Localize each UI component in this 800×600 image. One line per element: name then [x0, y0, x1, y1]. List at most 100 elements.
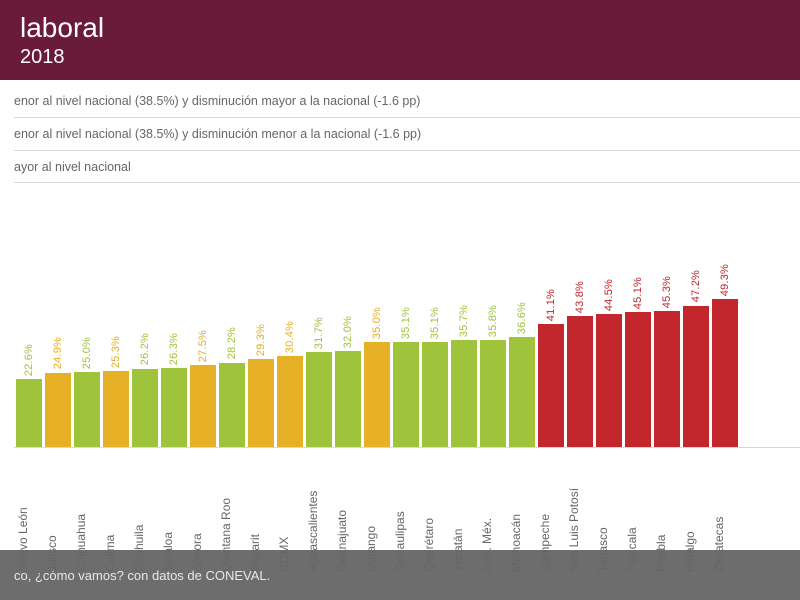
bar-value-label: 35.1% [429, 307, 441, 339]
legend-text-2: enor al nivel nacional (38.5%) y disminu… [14, 123, 421, 147]
bar-value-label: 43.8% [574, 281, 586, 313]
bar [335, 351, 361, 447]
x-tick: Quintana Roo [219, 454, 245, 574]
bar-col: 45.3% [654, 276, 680, 447]
bar-value-label: 49.3% [719, 264, 731, 296]
x-tick: Querétaro [422, 454, 448, 574]
bar-value-label: 44.5% [603, 279, 615, 311]
bar-col: 35.1% [422, 307, 448, 448]
bar-col: 30.4% [277, 321, 303, 447]
bar-col: 27.5% [190, 330, 216, 448]
bar-value-label: 28.2% [226, 327, 238, 359]
bar-value-label: 27.5% [197, 330, 209, 362]
bar-col: 25.3% [103, 336, 129, 447]
bar-col: 31.7% [306, 317, 332, 447]
legend-row-2: enor al nivel nacional (38.5%) y disminu… [14, 123, 800, 147]
bar-value-label: 35.0% [371, 307, 383, 339]
bar [712, 299, 738, 447]
x-tick: Jalisco [45, 454, 71, 574]
bar-col: 29.3% [248, 324, 274, 447]
x-tick: Coahuila [132, 454, 158, 574]
bar-chart: 22.6% 24.9% 25.0% 25.3% 26.2% 26.3% 27.5% 28.2%… [14, 188, 800, 448]
bar-value-label: 35.1% [400, 307, 412, 339]
bar-col: 47.2% [683, 270, 709, 447]
bar-value-label: 45.1% [632, 277, 644, 309]
bar-col: 26.2% [132, 333, 158, 447]
bar-col: 36.6% [509, 302, 535, 447]
legend-divider-1 [14, 117, 800, 118]
bar-value-label: 29.3% [255, 324, 267, 356]
x-axis: Nuevo LeónJaliscoChihuahuaColimaCoahuila… [14, 454, 800, 574]
bar [509, 337, 535, 447]
bar [16, 379, 42, 447]
bar [654, 311, 680, 447]
x-tick: Guanajuato [335, 454, 361, 574]
chart-area: enor al nivel nacional (38.5%) y disminu… [0, 80, 800, 550]
bar-value-label: 36.6% [516, 302, 528, 334]
bar [422, 342, 448, 447]
header: laboral 2018 [0, 0, 800, 80]
bar-value-label: 24.9% [52, 337, 64, 369]
legend-text-3: ayor al nivel nacional [14, 156, 131, 180]
bar [161, 368, 187, 447]
bar [45, 373, 71, 448]
legend-divider-3 [14, 182, 800, 183]
bar-col: 32.0% [335, 316, 361, 447]
bar-value-label: 45.3% [661, 276, 673, 308]
bar [480, 340, 506, 447]
bar-col: 26.3% [161, 333, 187, 447]
bar-col: 43.8% [567, 281, 593, 448]
bar-value-label: 26.2% [139, 333, 151, 365]
bar-value-label: 47.2% [690, 270, 702, 302]
bar [103, 371, 129, 447]
bar-col: 25.0% [74, 337, 100, 447]
x-tick: CDMX [277, 454, 303, 574]
bar-col: 22.6% [16, 344, 42, 447]
x-tick: Colima [103, 454, 129, 574]
legend-row-1: enor al nivel nacional (38.5%) y disminu… [14, 90, 800, 114]
x-tick: Tlaxcala [625, 454, 651, 574]
bar-col: 35.8% [480, 305, 506, 448]
bar [393, 342, 419, 447]
bar-value-label: 22.6% [23, 344, 35, 376]
bar [306, 352, 332, 447]
bar [451, 340, 477, 447]
legend-text-1: enor al nivel nacional (38.5%) y disminu… [14, 90, 420, 114]
bar-col: 49.3% [712, 264, 738, 447]
bar [74, 372, 100, 447]
page-title: laboral [20, 12, 780, 44]
bar-value-label: 26.3% [168, 333, 180, 365]
bar-value-label: 32.0% [342, 316, 354, 348]
x-tick: Hidalgo [683, 454, 709, 574]
bar-value-label: 30.4% [284, 321, 296, 353]
x-tick: Campeche [538, 454, 564, 574]
bar-col: 24.9% [45, 337, 71, 447]
bar [364, 342, 390, 447]
bar-col: 35.7% [451, 305, 477, 447]
bar [596, 314, 622, 448]
x-tick: Zacatecas [712, 454, 738, 574]
bar-value-label: 35.7% [458, 305, 470, 337]
bar [190, 365, 216, 448]
bar-value-label: 31.7% [313, 317, 325, 349]
x-tick: Aguascalientes [306, 454, 332, 574]
legend-divider-2 [14, 150, 800, 151]
x-tick: Durango [364, 454, 390, 574]
bar-value-label: 35.8% [487, 305, 499, 337]
x-tick: Sonora [190, 454, 216, 574]
bar-col: 35.0% [364, 307, 390, 447]
x-tick: Michoacán [509, 454, 535, 574]
bar-col: 35.1% [393, 307, 419, 448]
bar-value-label: 25.3% [110, 336, 122, 368]
bar [219, 363, 245, 448]
legend-row-3: ayor al nivel nacional [14, 156, 800, 180]
bar [567, 316, 593, 447]
x-tick: Edo. Méx. [480, 454, 506, 574]
bar-col: 41.1% [538, 289, 564, 448]
bar [538, 324, 564, 447]
legend: enor al nivel nacional (38.5%) y disminu… [14, 90, 800, 183]
bar [683, 306, 709, 448]
bar [132, 369, 158, 448]
x-tick: Nayarit [248, 454, 274, 574]
x-tick: Puebla [654, 454, 680, 574]
